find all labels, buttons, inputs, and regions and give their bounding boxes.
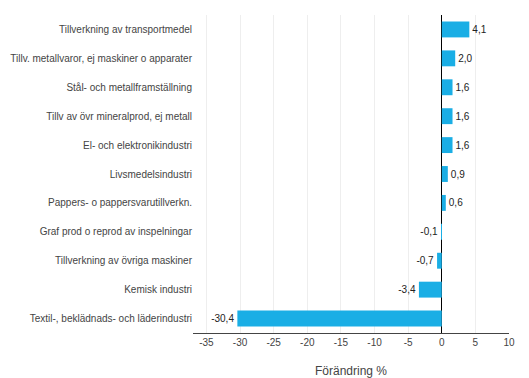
svg-text:-35: -35 (199, 337, 214, 348)
svg-text:Textil-, beklädnads- och läder: Textil-, beklädnads- och läderindustri (30, 313, 192, 324)
svg-text:Tillv. metallvaror, ej maskine: Tillv. metallvaror, ej maskiner o appara… (10, 53, 192, 64)
svg-text:-15: -15 (334, 337, 349, 348)
svg-text:Tillverkning av transportmedel: Tillverkning av transportmedel (59, 24, 192, 35)
svg-text:Stål- och metallframställning: Stål- och metallframställning (66, 82, 192, 93)
svg-text:1,6: 1,6 (456, 111, 470, 122)
svg-text:Tillverkning av övriga maskine: Tillverkning av övriga maskiner (55, 255, 193, 266)
svg-text:-25: -25 (266, 337, 281, 348)
svg-text:1,6: 1,6 (456, 140, 470, 151)
svg-text:5: 5 (473, 337, 479, 348)
svg-text:-3,4: -3,4 (398, 284, 416, 295)
svg-text:0,9: 0,9 (451, 169, 465, 180)
svg-text:El- och elektronikindustri: El- och elektronikindustri (83, 140, 192, 151)
svg-text:10: 10 (503, 337, 515, 348)
svg-text:-10: -10 (367, 337, 382, 348)
svg-text:1,6: 1,6 (456, 82, 470, 93)
svg-text:Graf prod o reprod av inspelni: Graf prod o reprod av inspelningar (40, 226, 193, 237)
svg-text:0: 0 (439, 337, 445, 348)
svg-text:2,0: 2,0 (458, 53, 472, 64)
svg-text:Tillv av övr mineralprod, ej m: Tillv av övr mineralprod, ej metall (46, 111, 192, 122)
svg-text:Förändring %: Förändring % (315, 364, 387, 378)
svg-text:Pappers- o pappersvarutillverk: Pappers- o pappersvarutillverkn. (48, 197, 192, 208)
svg-text:Kemisk industri: Kemisk industri (124, 284, 192, 295)
svg-text:4,1: 4,1 (472, 24, 486, 35)
svg-text:-30: -30 (233, 337, 248, 348)
svg-text:-30,4: -30,4 (211, 313, 234, 324)
svg-text:-0,7: -0,7 (416, 255, 434, 266)
svg-text:-20: -20 (300, 337, 315, 348)
svg-text:Livsmedelsindustri: Livsmedelsindustri (110, 169, 192, 180)
svg-text:-5: -5 (404, 337, 413, 348)
svg-text:-0,1: -0,1 (420, 226, 438, 237)
svg-text:0,6: 0,6 (449, 197, 463, 208)
